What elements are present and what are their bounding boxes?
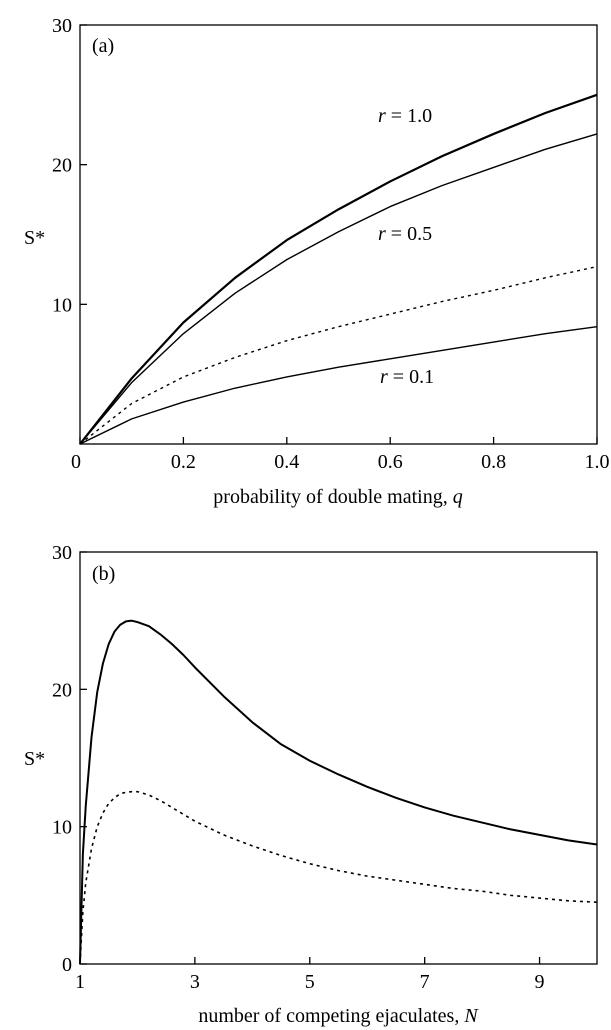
panel-b-ytick-label-3: 30 — [52, 542, 72, 564]
panel-a: (a) S* probability of double mating, q 0… — [24, 15, 610, 508]
panel-b: (b) S* number of competing ejaculates, N… — [24, 542, 598, 1027]
panel-a-xtick-label-1: 0.2 — [171, 451, 196, 473]
panel-a-xlabel: probability of double mating, q — [213, 486, 462, 508]
panel-a-series-2-dotted — [79, 265, 598, 445]
panel-a-series-0-solid — [79, 93, 598, 445]
panel-a-xtick-label-0: 0 — [71, 451, 81, 473]
series-label-r-0-5-var: r — [378, 223, 386, 245]
panel-a-xtick-label-4: 0.8 — [481, 451, 506, 473]
panel-b-series-0-solid — [79, 619, 598, 965]
panel-a-tag: (a) — [92, 35, 114, 57]
panel-b-ytick-label-0: 0 — [62, 954, 72, 976]
panel-a-xtick-label-5: 1.0 — [585, 451, 610, 473]
panel-b-xlabel: number of competing ejaculates, N — [198, 1005, 479, 1027]
panel-b-ytick-label-1: 10 — [52, 817, 72, 839]
panel-b-ytick-label-2: 20 — [52, 679, 72, 701]
panel-b-tag: (b) — [92, 563, 115, 585]
series-label-r-1-0-rest: = 1.0 — [386, 105, 432, 127]
panel-b-xtick-label-2: 5 — [305, 971, 315, 993]
panel-b-xtick-label-1: 3 — [190, 971, 200, 993]
panel-a-ylabel: S* — [24, 227, 45, 249]
series-label-r-0-5: r = 0.5 — [378, 223, 432, 245]
panel-b-xlabel-var: N — [463, 1005, 479, 1027]
panel-a-frame — [79, 24, 598, 445]
panel-a-xlabel-var: q — [453, 486, 463, 508]
panel-a-series-3-solid — [79, 325, 598, 445]
panel-a-xlabel-text: probability of double mating, — [213, 486, 452, 508]
panel-a-series-1-solid — [79, 133, 598, 445]
panel-b-xtick-label-0: 1 — [75, 971, 85, 993]
panel-b-series-1-dotted — [79, 790, 598, 965]
series-label-r-1-0: r = 1.0 — [378, 105, 432, 127]
panel-b-xtick-label-3: 7 — [420, 971, 430, 993]
series-label-r-0-1: r = 0.1 — [380, 366, 434, 388]
panel-a-ytick-label-1: 20 — [52, 155, 72, 177]
panel-b-xtick-label-4: 9 — [535, 971, 545, 993]
series-label-r-1-0-var: r — [378, 105, 386, 127]
panel-b-frame — [79, 551, 598, 965]
series-label-r-0-1-var: r — [380, 366, 388, 388]
series-label-r-0-1-rest: = 0.1 — [388, 366, 434, 388]
panel-a-xtick-label-2: 0.4 — [274, 451, 299, 473]
panel-a-ytick-label-0: 10 — [52, 294, 72, 316]
panel-b-xlabel-text: number of competing ejaculates, — [198, 1005, 464, 1027]
panel-a-ytick-label-2: 30 — [52, 15, 72, 37]
panel-b-ylabel: S* — [24, 748, 45, 770]
panel-a-xtick-label-3: 0.6 — [378, 451, 403, 473]
series-label-r-0-5-rest: = 0.5 — [386, 223, 432, 245]
